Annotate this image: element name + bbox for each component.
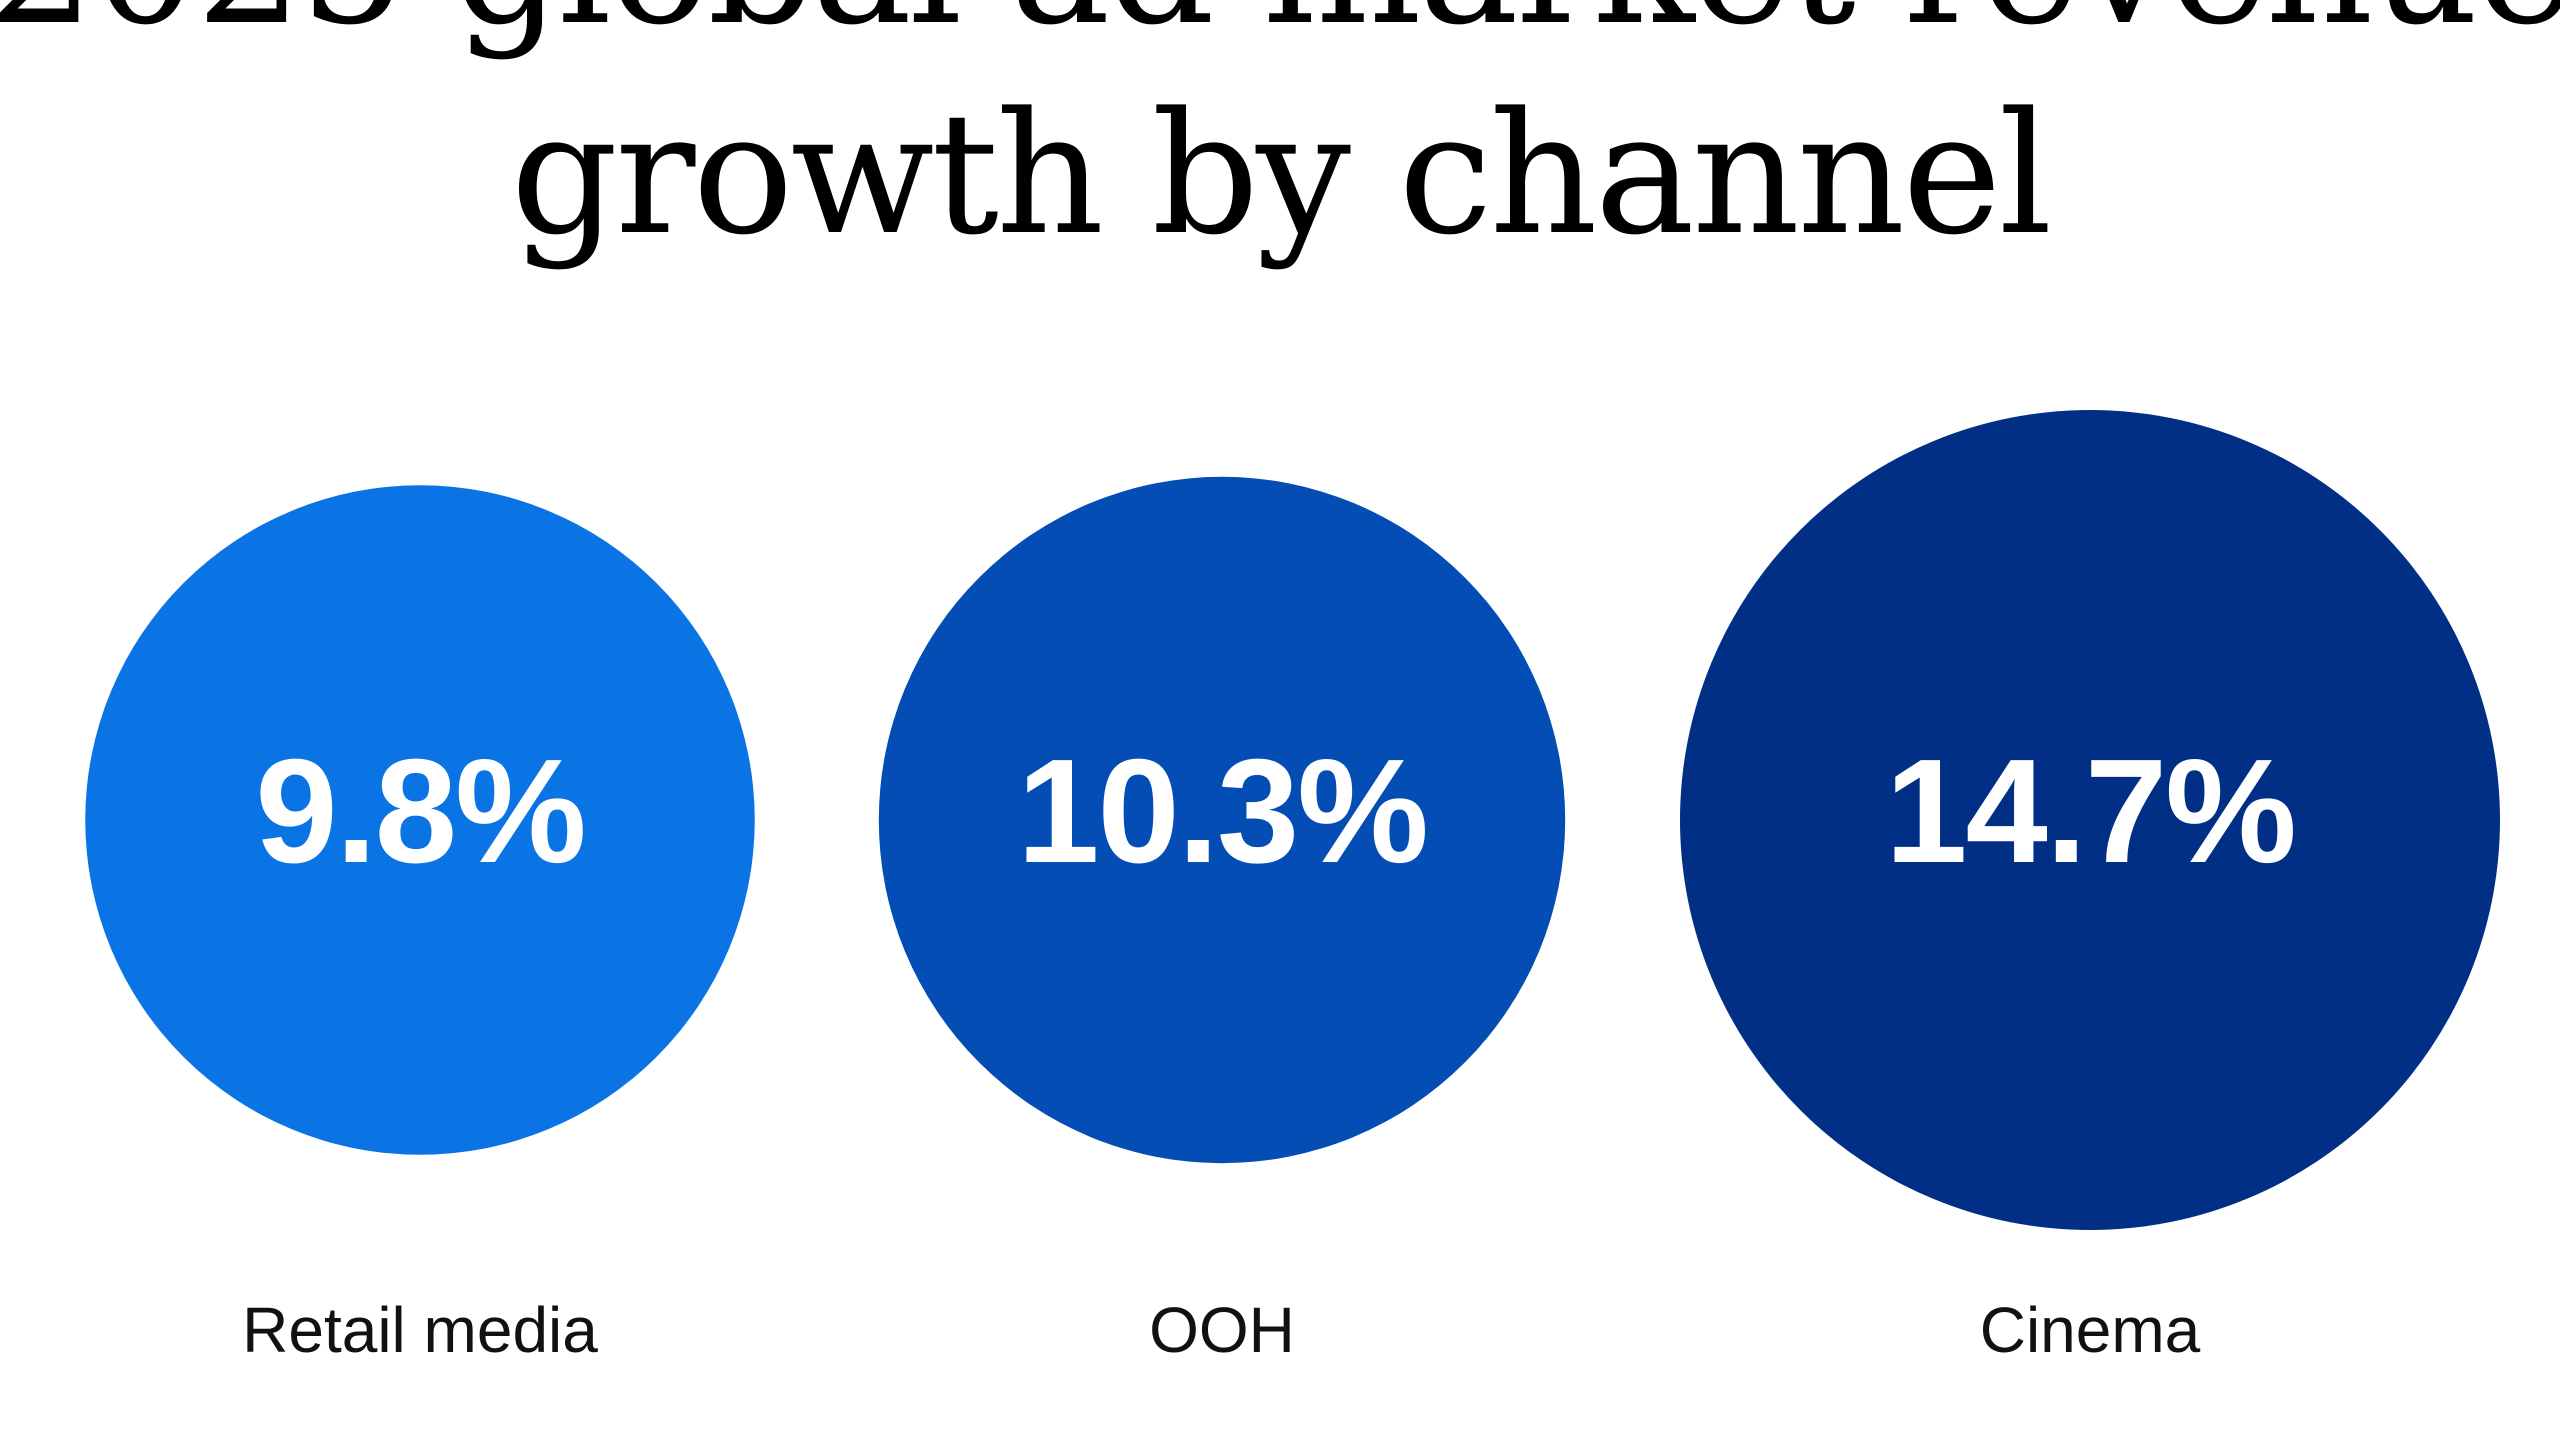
chart-title-line-1: 2025 global ad market revenue: [0, 0, 2560, 62]
bubble-series: 9.8% Retail media 10.3% OOH 14.7% Cinema: [85, 410, 2500, 1366]
bubble-value-retail-media: 9.8%: [255, 729, 584, 894]
bubble-value-ooh: 10.3%: [1017, 729, 1427, 894]
bubble-ooh: [878, 476, 1566, 1164]
bubble-cinema: [1680, 410, 2500, 1230]
chart-title-line-2: growth by channel: [511, 76, 2050, 272]
bubble-retail-media: [85, 485, 755, 1155]
bubble-value-cinema: 14.7%: [1885, 729, 2295, 894]
category-label-retail-media: Retail media: [242, 1294, 598, 1366]
category-label-cinema: Cinema: [1980, 1294, 2201, 1366]
chart-title: 2025 global ad market revenue growth by …: [0, 0, 2560, 272]
category-label-ooh: OOH: [1149, 1294, 1295, 1366]
